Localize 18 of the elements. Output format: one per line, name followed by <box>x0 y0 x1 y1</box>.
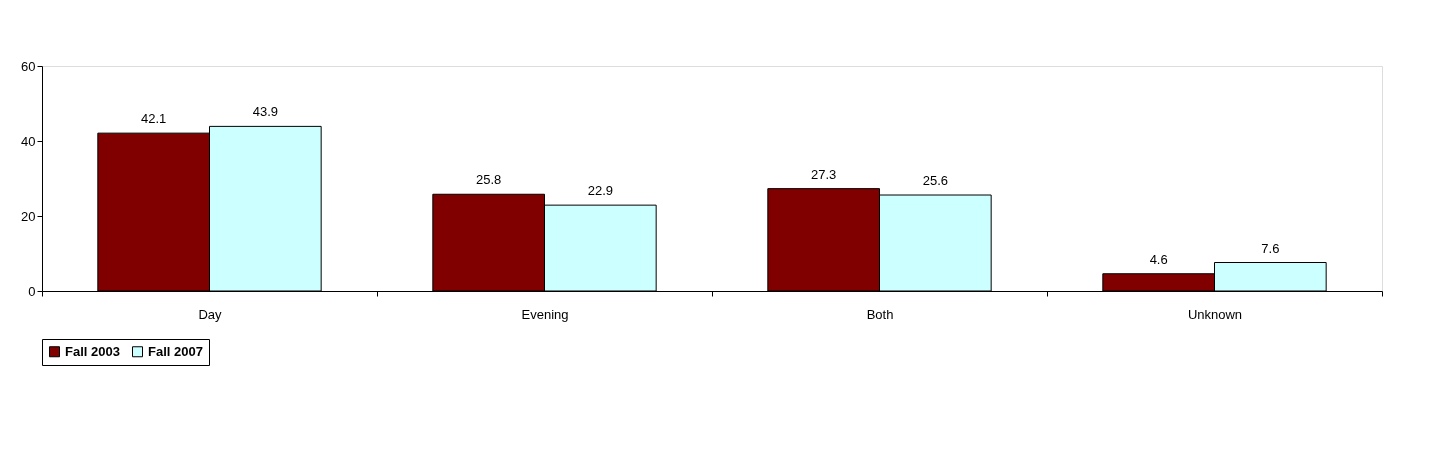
x-tick-label: Day <box>198 306 223 322</box>
x-tick-label: Both <box>866 306 894 322</box>
data-label: 22.9 <box>587 183 613 199</box>
x-tick-label: Unknown <box>1187 306 1243 322</box>
data-label: 25.6 <box>922 173 948 188</box>
y-tick-label: 0 <box>28 283 36 299</box>
data-label: 43.9 <box>252 104 278 120</box>
y-tick-label: 20 <box>21 208 36 224</box>
legend-label: Fall 2003 <box>65 343 120 359</box>
y-tick-label: 60 <box>21 58 36 74</box>
y-tick-label: 40 <box>21 133 36 149</box>
data-label: 27.3 <box>811 166 837 182</box>
x-tick-label: Evening <box>521 306 569 322</box>
data-label: 7.6 <box>1261 240 1280 256</box>
legend-label: Fall 2007 <box>148 343 203 359</box>
data-label: 42.1 <box>141 111 167 127</box>
data-label: 4.6 <box>1149 251 1168 267</box>
data-label: 25.8 <box>476 172 502 188</box>
